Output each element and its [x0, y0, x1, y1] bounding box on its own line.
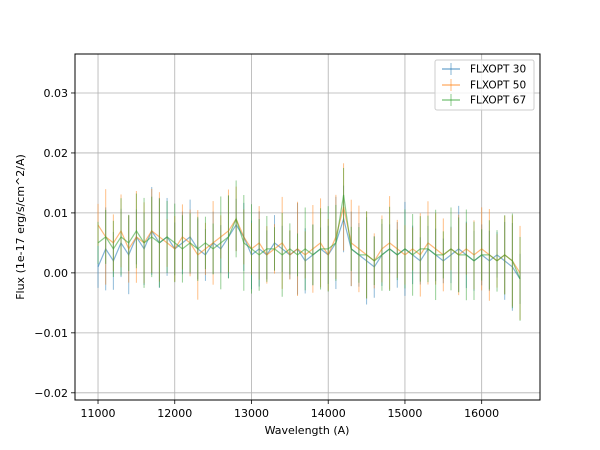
- x-tick-label: 14000: [311, 407, 346, 420]
- series-flxopt-67: [97, 167, 521, 321]
- y-tick-label: 0.03: [44, 87, 69, 100]
- legend-label-flxopt-50: FLXOPT 50: [470, 80, 526, 92]
- legend-label-flxopt-67: FLXOPT 67: [470, 95, 526, 107]
- y-tick-label: −0.02: [34, 387, 68, 400]
- y-tick-label: 0.01: [44, 207, 69, 220]
- x-tick-label: 15000: [387, 407, 422, 420]
- y-axis-label: Flux (1e-17 erg/s/cm^2/A): [14, 154, 27, 300]
- series-line: [97, 194, 521, 280]
- series-line: [97, 216, 521, 280]
- x-axis-label: Wavelength (A): [265, 424, 350, 437]
- legend-box: [434, 59, 535, 111]
- legend-entry-flxopt-50: FLXOPT 50: [442, 79, 526, 92]
- ticks: 11000 12000 13000 14000 15000 16000 −0.02 −0.01…: [34, 87, 499, 420]
- legend-entry-flxopt-30: FLXOPT 30: [442, 63, 526, 76]
- x-tick-label: 16000: [464, 407, 499, 420]
- y-tick-label: 0.02: [44, 147, 69, 160]
- y-tick-label: −0.01: [34, 327, 68, 340]
- x-tick-label: 13000: [234, 407, 269, 420]
- x-tick-label: 11000: [81, 407, 116, 420]
- legend: FLXOPT 30 FLXOPT 50 FLXOPT 67: [434, 59, 535, 111]
- plot-frame: [74, 53, 541, 401]
- x-tick-label: 12000: [157, 407, 192, 420]
- y-tick-label: 0.00: [44, 267, 69, 280]
- series-layer: [97, 163, 521, 321]
- legend-label-flxopt-30: FLXOPT 30: [470, 64, 526, 76]
- legend-entry-flxopt-67: FLXOPT 67: [442, 94, 526, 107]
